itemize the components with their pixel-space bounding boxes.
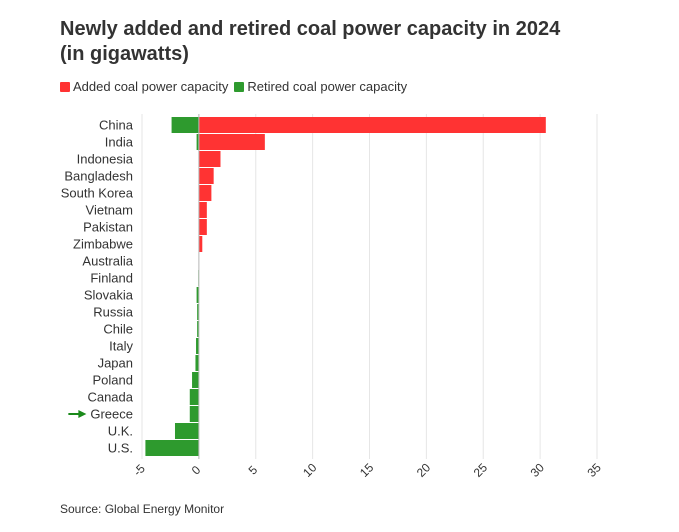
category-label-finland: Finland: [90, 271, 133, 286]
category-label-russia: Russia: [93, 305, 134, 320]
bar-retired-poland: [192, 372, 199, 388]
highlight-arrow-icon: [78, 410, 87, 418]
bar-added-pakistan: [198, 219, 207, 235]
category-label-chile: Chile: [103, 322, 133, 337]
category-label-australia: Australia: [82, 254, 133, 269]
legend-item-added: Added coal power capacity: [60, 79, 228, 94]
x-tick-label-0: -5: [130, 461, 148, 479]
legend-item-retired: Retired coal power capacity: [234, 79, 407, 94]
x-tick-label-7: 30: [528, 460, 548, 480]
bar-added-vietnam: [198, 202, 207, 218]
x-tick-label-5: 20: [414, 460, 434, 480]
category-label-india: India: [105, 135, 134, 150]
chart-title-line1: Newly added and retired coal power capac…: [60, 18, 561, 40]
bar-retired-u-k-: [174, 423, 199, 439]
bar-chart: -5 0 5 10 15 20 25 30 35 China India Indonesia Bangl…: [61, 114, 604, 480]
bar-retired-u-s-: [145, 440, 199, 456]
chart-title: Newly added and retired coal power capac…: [60, 17, 660, 67]
bar-retired-italy: [196, 338, 199, 354]
x-tick-label-6: 25: [471, 460, 491, 480]
bar-added-zimbabwe: [198, 236, 203, 252]
legend-label-added: Added coal power capacity: [73, 79, 229, 94]
bar-retired-russia: [197, 304, 199, 320]
bar-retired-greece: [189, 406, 199, 422]
category-label-indonesia: Indonesia: [77, 152, 134, 167]
category-label-u-k-: U.K.: [108, 424, 133, 439]
category-label-greece: Greece: [90, 407, 133, 422]
bar-retired-chile: [197, 321, 199, 337]
x-tick-label-4: 15: [357, 460, 377, 480]
legend-swatch-retired: [234, 81, 245, 92]
category-label-bangladesh: Bangladesh: [64, 169, 133, 184]
legend-label-retired: Retired coal power capacity: [247, 79, 408, 94]
category-label-slovakia: Slovakia: [84, 288, 134, 303]
bar-retired-india: [196, 134, 199, 150]
category-label-poland: Poland: [93, 373, 133, 388]
legend-swatch-added: [60, 81, 70, 92]
x-tick-label-8: 35: [584, 460, 604, 480]
bar-retired-japan: [195, 355, 199, 371]
x-tick-label-1: 0: [189, 463, 204, 478]
bar-added-indonesia: [198, 151, 221, 167]
bar-added-india: [198, 134, 265, 150]
bar-retired-slovakia: [196, 287, 199, 303]
category-label-japan: Japan: [98, 356, 133, 371]
bar-added-bangladesh: [198, 168, 214, 184]
legend: Added coal power capacity Retired coal p…: [60, 79, 413, 94]
chart-title-line2: (in gigawatts): [60, 43, 189, 65]
category-label-china: China: [99, 118, 134, 133]
category-label-pakistan: Pakistan: [83, 220, 133, 235]
category-label-south-korea: South Korea: [61, 186, 134, 201]
x-tick-label-3: 10: [300, 460, 320, 480]
bar-added-china: [198, 117, 546, 133]
category-label-u-s-: U.S.: [108, 441, 133, 456]
bar-retired-china: [171, 117, 199, 133]
x-tick-label-2: 5: [246, 463, 261, 478]
source-note: Source: Global Energy Monitor: [60, 502, 225, 516]
category-label-canada: Canada: [87, 390, 133, 405]
bar-added-south-korea: [198, 185, 212, 201]
category-label-italy: Italy: [109, 339, 133, 354]
category-label-zimbabwe: Zimbabwe: [73, 237, 133, 252]
bar-retired-canada: [189, 389, 199, 405]
category-label-vietnam: Vietnam: [86, 203, 133, 218]
